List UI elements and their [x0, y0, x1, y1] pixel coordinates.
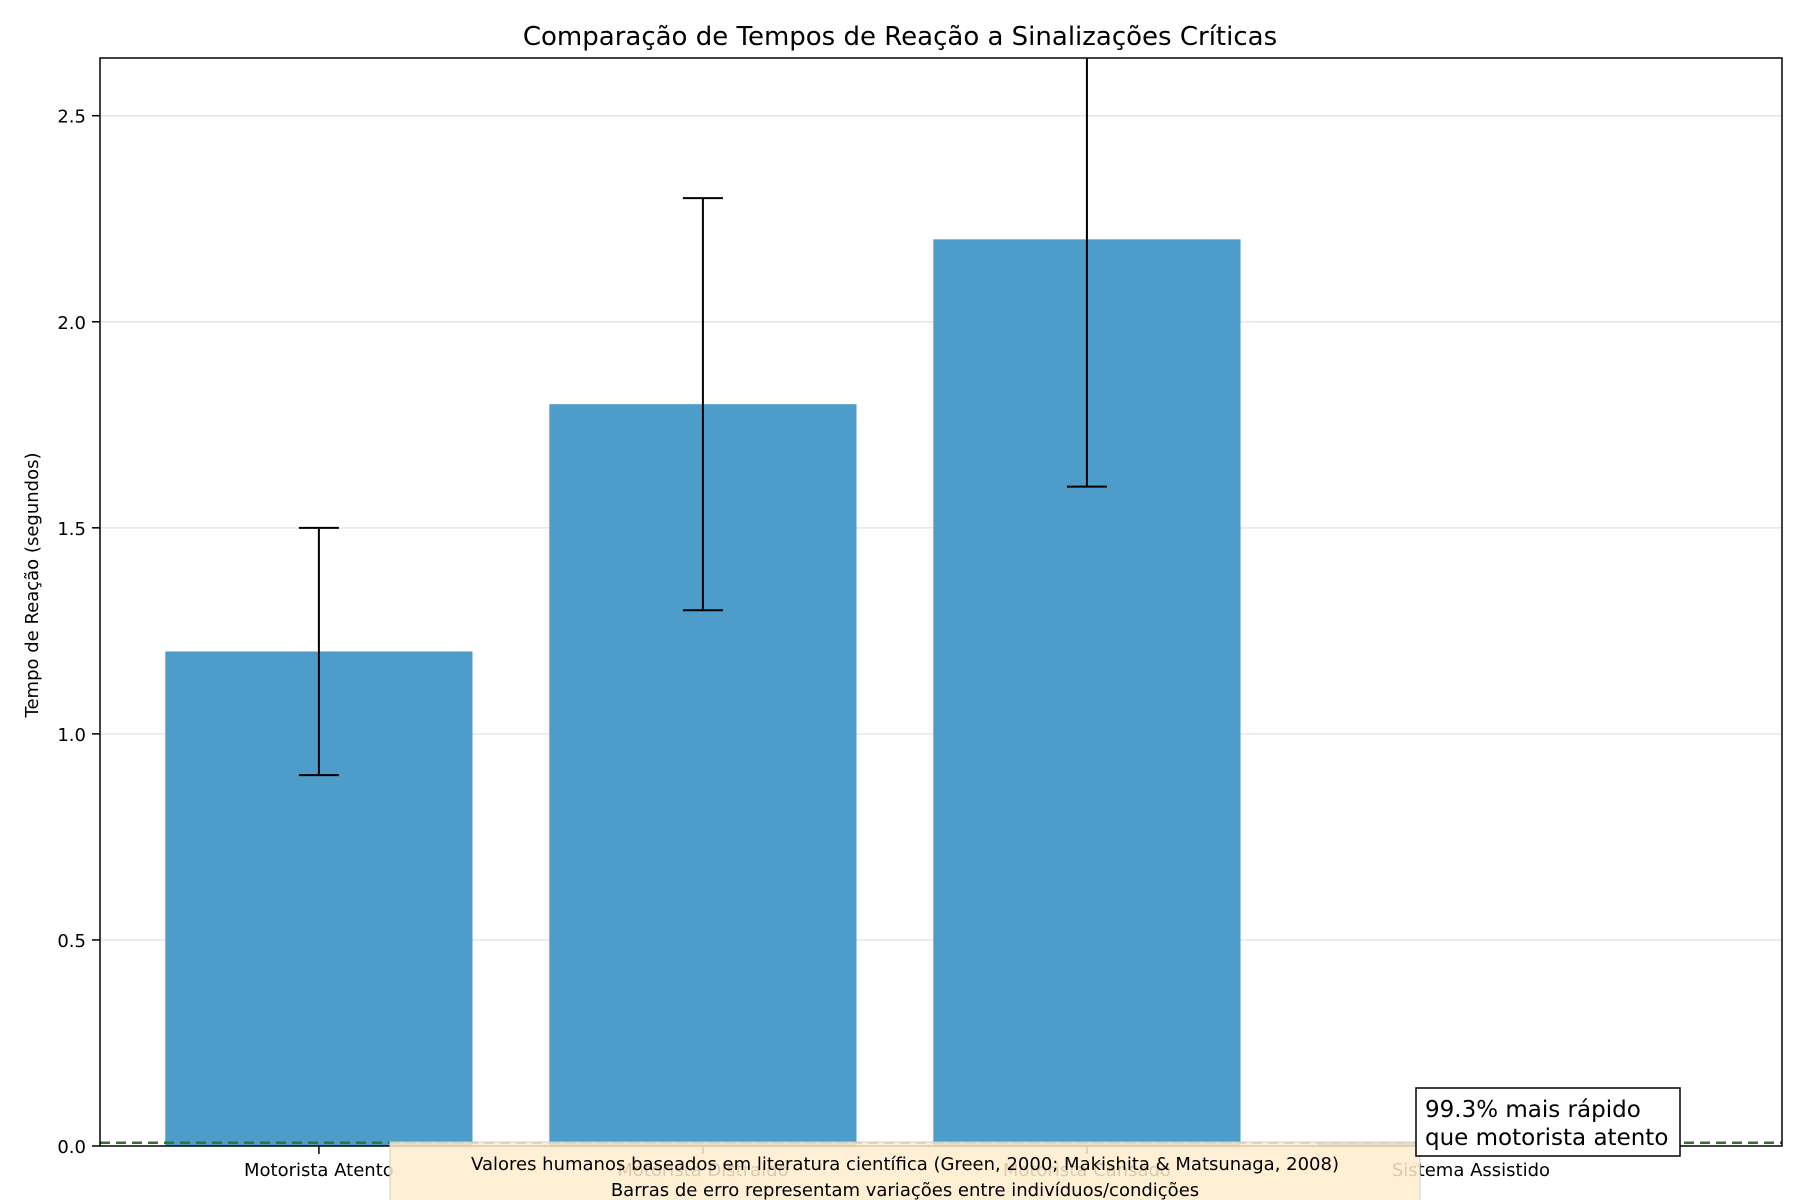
footnote-box: Valores humanos baseados em literatura c…	[389, 1141, 1421, 1200]
footnote-line: Barras de erro representam variações ent…	[611, 1180, 1199, 1200]
annotation-line: que motorista atento	[1425, 1125, 1668, 1151]
y-axis-label: Tempo de Reação (segundos)	[22, 453, 43, 719]
y-tick-label: 2.5	[57, 107, 86, 128]
y-tick-label: 0.5	[57, 931, 86, 952]
footnote-line: Valores humanos baseados em literatura c…	[471, 1154, 1339, 1175]
error-bars	[298, 58, 1491, 1146]
annotation-line: 99.3% mais rápido	[1425, 1097, 1641, 1123]
y-tick-label: 2.0	[57, 313, 86, 334]
x-tick-label: Sistema Assistido	[1392, 1160, 1550, 1181]
y-tick-label: 1.0	[57, 725, 86, 746]
x-tick-label: Motorista Atento	[244, 1160, 394, 1181]
footnote-background	[389, 1141, 1421, 1200]
y-tick-label: 1.5	[57, 519, 86, 540]
bars	[165, 239, 1625, 1147]
chart-title: Comparação de Tempos de Reação a Sinaliz…	[523, 22, 1277, 52]
annotation-frame	[1415, 1087, 1681, 1157]
y-axis-ticks: 0.0 0.5 1.0 1.5 2.0 2.5	[57, 107, 100, 1158]
y-tick-label: 0.0	[57, 1137, 86, 1158]
